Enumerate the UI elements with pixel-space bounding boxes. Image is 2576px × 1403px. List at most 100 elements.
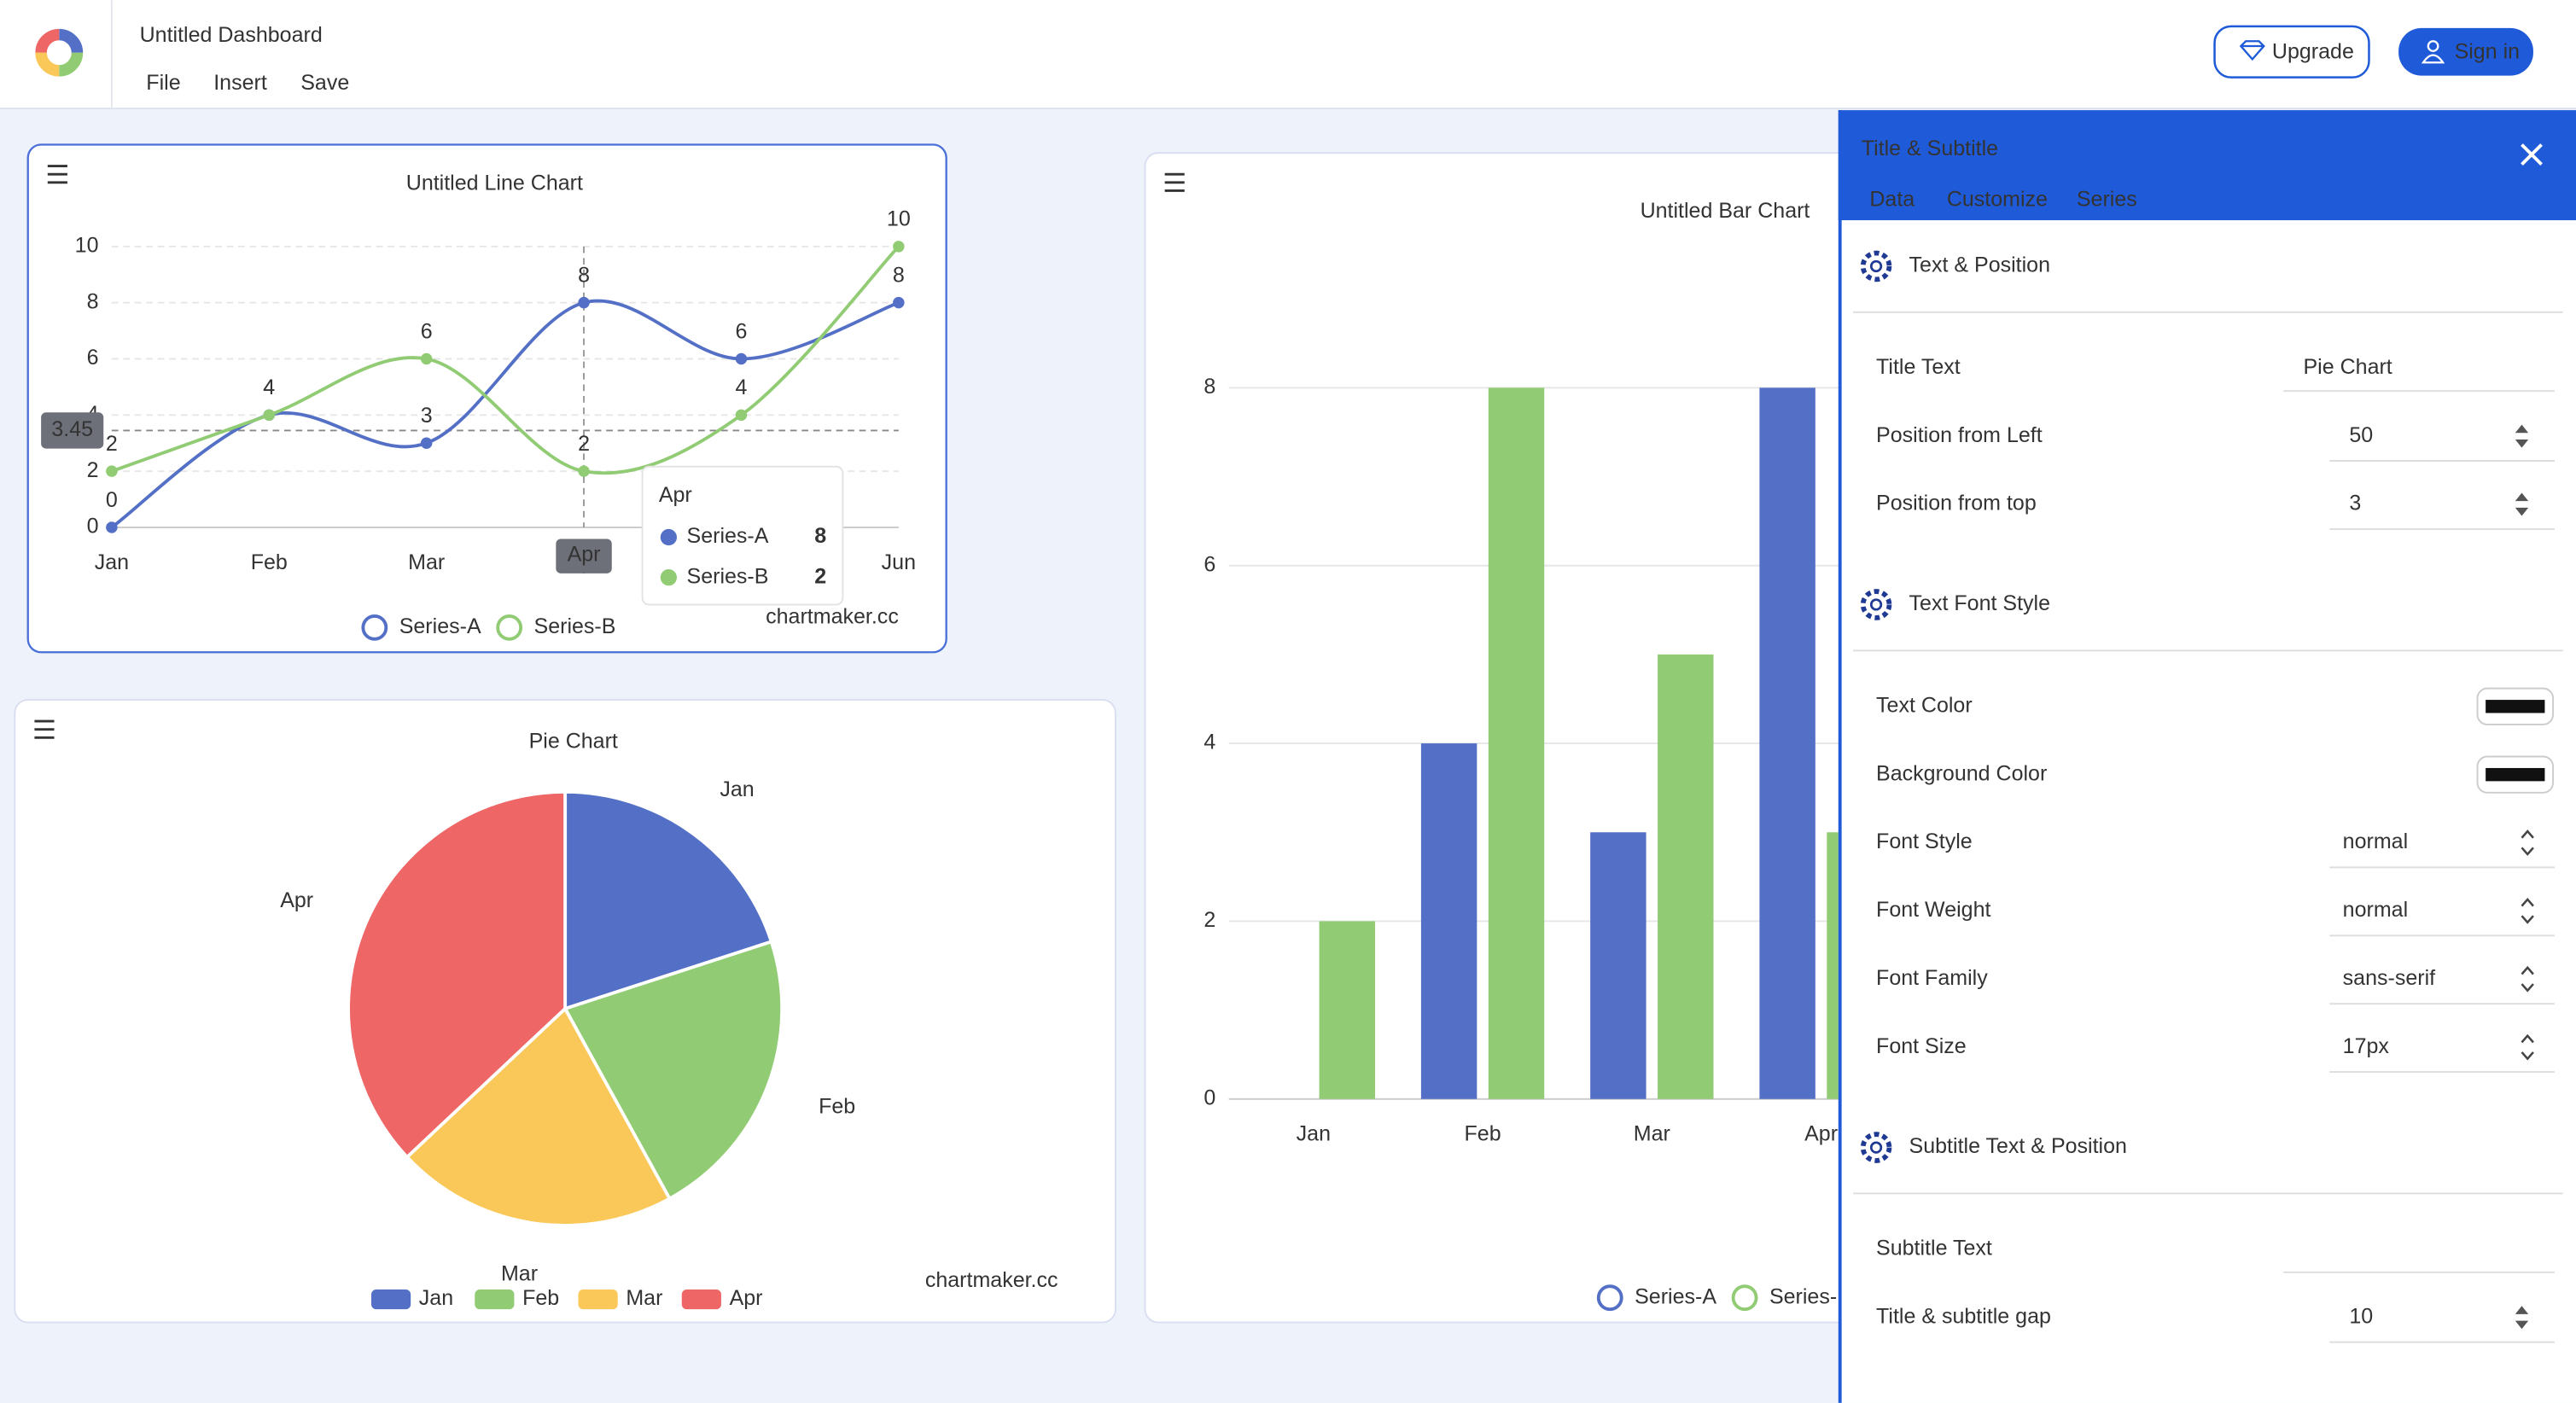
bar xyxy=(1420,743,1477,1099)
data-point xyxy=(578,465,590,477)
diamond-icon xyxy=(2239,40,2265,61)
dashboard-title: Untitled Dashboard xyxy=(140,23,323,47)
legend-symbol[interactable] xyxy=(681,1289,721,1310)
upgrade-button[interactable] xyxy=(2213,25,2370,79)
tooltip xyxy=(641,465,844,606)
select-arrows[interactable] xyxy=(2521,965,2534,993)
tooltip-value: 2 xyxy=(814,564,826,588)
chart-title: Untitled Line Chart xyxy=(406,171,583,195)
legend-label[interactable]: Series-B xyxy=(1769,1284,1851,1308)
tooltip-marker xyxy=(660,569,677,586)
logo-segment xyxy=(35,28,84,77)
field-label: Subtitle Text xyxy=(1876,1237,1992,1260)
pie-slice xyxy=(563,789,773,1010)
legend-symbol[interactable] xyxy=(370,1289,411,1310)
panel-tab[interactable]: Customize xyxy=(1947,188,2048,212)
chart-title: Untitled Bar Chart xyxy=(1641,199,1810,223)
legend-symbol[interactable] xyxy=(1596,1284,1623,1312)
section-heading: Text & Position xyxy=(1909,253,2050,277)
tooltip-title: Apr xyxy=(659,483,692,507)
field-value[interactable]: normal xyxy=(2343,898,2408,922)
data-point xyxy=(735,352,748,365)
close-icon[interactable] xyxy=(2521,143,2543,166)
field-value[interactable]: 3 xyxy=(2349,492,2361,515)
spinner[interactable] xyxy=(2515,1306,2529,1330)
y-tick-label: 2 xyxy=(1203,908,1215,932)
logo-segment xyxy=(35,28,84,77)
spinner[interactable] xyxy=(2515,424,2529,448)
color-fill xyxy=(2486,700,2545,713)
legend-symbol[interactable] xyxy=(1731,1284,1758,1312)
data-label: 2 xyxy=(106,432,118,456)
field-value[interactable]: normal xyxy=(2343,830,2408,853)
gear-icon xyxy=(1869,598,1883,611)
pointer-label-bg xyxy=(41,412,104,449)
line-chart-card: Untitled Line Chart0246810JanFebMarAprMa… xyxy=(26,143,947,654)
field-label: Font Weight xyxy=(1876,898,1990,922)
legend-label[interactable]: Jan xyxy=(419,1286,453,1310)
data-label: 3 xyxy=(421,404,433,428)
select-arrows[interactable] xyxy=(2521,830,2534,856)
chart-title: Pie Chart xyxy=(529,730,618,754)
tooltip-value: 8 xyxy=(814,524,826,548)
bar xyxy=(1658,654,1714,1099)
field-label: Title & subtitle gap xyxy=(1876,1304,2051,1328)
legend-label[interactable]: Series-B xyxy=(534,614,616,638)
gear-icon xyxy=(1860,589,1892,620)
x-tick-label: Mar xyxy=(408,550,445,574)
x-tick-label: Mar xyxy=(1634,1122,1670,1146)
legend-label[interactable]: Series-A xyxy=(399,614,481,638)
legend-symbol[interactable] xyxy=(496,614,523,641)
y-tick-label: 4 xyxy=(1203,731,1215,754)
signin-button[interactable] xyxy=(2398,27,2533,76)
data-label: 2 xyxy=(578,432,590,456)
field-label: Font Family xyxy=(1876,966,1988,990)
watermark: chartmaker.cc xyxy=(766,604,899,628)
section-heading: Subtitle Text & Position xyxy=(1909,1134,2127,1158)
y-tick-label: 0 xyxy=(1203,1086,1215,1109)
panel-tab[interactable]: Series xyxy=(2077,188,2137,212)
legend-symbol[interactable] xyxy=(475,1289,515,1310)
field-label: Title Text xyxy=(1876,355,1961,379)
select-arrows[interactable] xyxy=(2521,898,2534,924)
panel-tab[interactable]: Data xyxy=(1869,188,1915,212)
data-label: 4 xyxy=(263,375,275,399)
pointer-label-bg xyxy=(556,538,612,573)
legend-label[interactable]: Mar xyxy=(626,1286,662,1310)
legend-symbol[interactable] xyxy=(361,614,388,641)
field-value[interactable]: 50 xyxy=(2349,423,2373,447)
slice-label: Apr xyxy=(280,888,313,912)
menu-item[interactable]: Insert xyxy=(213,71,267,95)
panel-header xyxy=(1838,110,2576,221)
select-arrows[interactable] xyxy=(2521,1033,2534,1061)
data-point xyxy=(420,352,433,365)
field-value[interactable]: sans-serif xyxy=(2343,966,2435,990)
x-tick-label: Jan xyxy=(1297,1122,1331,1146)
legend-label[interactable]: Apr xyxy=(730,1286,763,1310)
logo-segment xyxy=(35,28,84,77)
section-heading: Text Font Style xyxy=(1909,591,2050,615)
panel xyxy=(1838,110,2576,1403)
field-value[interactable]: 10 xyxy=(2349,1304,2373,1328)
menu-item[interactable]: Save xyxy=(300,71,349,95)
legend-symbol[interactable] xyxy=(578,1289,618,1310)
legend-label[interactable]: Series-A xyxy=(1635,1284,1716,1308)
header-bar xyxy=(0,0,2576,109)
slice-label: Mar xyxy=(501,1261,538,1285)
menu-item[interactable]: File xyxy=(146,71,180,95)
settings-panel: Title & Subtitle Data Customize Series Text … xyxy=(1838,110,2576,1403)
field-value[interactable]: Pie Chart xyxy=(2303,355,2392,379)
data-label: 10 xyxy=(887,207,911,231)
x-tick-label: Jan xyxy=(95,550,129,574)
data-point xyxy=(893,296,905,309)
spinner[interactable] xyxy=(2515,492,2529,516)
gear-icon xyxy=(1869,259,1883,273)
field-value[interactable]: 17px xyxy=(2343,1034,2390,1058)
user-icon-head xyxy=(2427,40,2439,52)
pie-slice xyxy=(347,789,568,1159)
y-tick-label: 10 xyxy=(75,233,99,257)
watermark: chartmaker.cc xyxy=(925,1268,1058,1292)
legend-label[interactable]: Feb xyxy=(522,1286,559,1310)
pie-slice xyxy=(563,940,784,1201)
